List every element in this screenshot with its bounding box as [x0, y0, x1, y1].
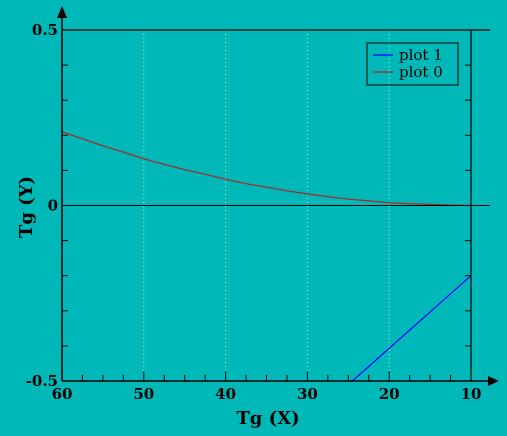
- x-tick-label: 20: [379, 385, 400, 403]
- x-tick-label: 40: [215, 385, 236, 403]
- y-tick-label: 0: [48, 197, 58, 215]
- x-axis-arrow: [488, 376, 499, 386]
- legend-label: plot 1: [399, 46, 443, 64]
- y-tick-label: -0.5: [26, 372, 58, 390]
- axes: [57, 6, 499, 386]
- x-tick-label: 60: [52, 385, 73, 403]
- x-tick-label: 30: [297, 385, 318, 403]
- series-line-plot-1: [352, 275, 472, 382]
- ticks: 60 50 40 30 20 10 -0.5 0 0.5: [26, 21, 482, 403]
- legend-label: plot 0: [399, 63, 443, 81]
- x-tick-label: 10: [461, 385, 482, 403]
- y-tick-label: 0.5: [32, 21, 58, 39]
- series-layer: [61, 131, 472, 382]
- legend-box: [366, 42, 459, 86]
- series-line-plot-0: [61, 131, 472, 207]
- x-axis-label: Tg (X): [236, 408, 299, 429]
- x-tick-label: 50: [133, 385, 154, 403]
- y-axis-label: Tg (Y): [16, 176, 37, 238]
- y-axis-arrow: [57, 6, 67, 18]
